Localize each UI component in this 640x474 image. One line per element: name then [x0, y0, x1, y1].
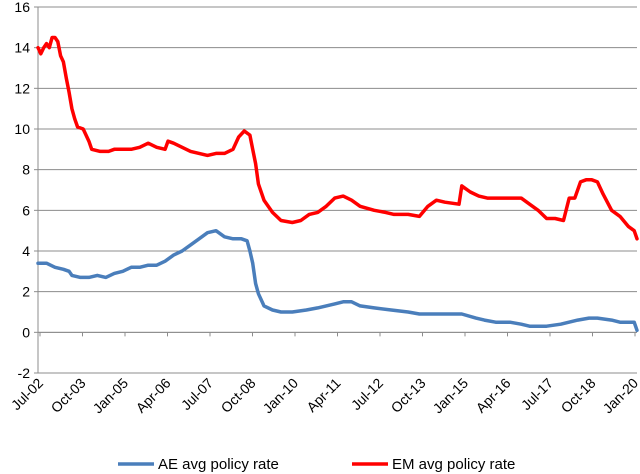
- gridlines: [38, 6, 637, 374]
- x-tick-label: Oct-13: [388, 375, 429, 416]
- x-tick-label: Apr-06: [133, 375, 174, 416]
- x-tick-label: Jul-07: [178, 375, 216, 413]
- y-tick-label: 14: [14, 40, 30, 56]
- y-tick-label: 4: [22, 243, 30, 259]
- legend: AE avg policy rate EM avg policy rate: [118, 456, 515, 473]
- y-tick-label: 2: [22, 284, 30, 300]
- y-tick-label: 16: [14, 0, 30, 15]
- x-tick-label: Oct-03: [48, 375, 89, 416]
- y-tick-label: 8: [22, 162, 30, 178]
- x-tick-label: Apr-16: [473, 375, 514, 416]
- y-tick-label: 6: [22, 202, 30, 218]
- y-tick-label: -2: [18, 365, 31, 381]
- axes: [34, 6, 637, 374]
- y-tick-label: 0: [22, 324, 30, 340]
- x-tick-label: Jul-17: [518, 375, 556, 413]
- x-tick-label: Jan-05: [90, 375, 132, 417]
- x-tick-label: Oct-08: [218, 375, 259, 416]
- series-line-ae: [36, 228, 639, 333]
- series-lines: [36, 35, 639, 333]
- y-axis-ticks: -2 0 2 4 6 8 10 12 14 16: [14, 0, 30, 381]
- y-tick-label: 12: [14, 80, 30, 96]
- y-tick-label: 10: [14, 121, 30, 137]
- x-tick-label: Jul-12: [348, 375, 386, 413]
- x-tick-label: Apr-11: [303, 375, 343, 415]
- x-tick-label: Jan-10: [260, 375, 302, 417]
- legend-label: AE avg policy rate: [158, 456, 279, 473]
- x-tick-label: Oct-18: [558, 375, 599, 416]
- x-tick-label: Jan-20: [600, 375, 640, 417]
- legend-label: EM avg policy rate: [392, 456, 515, 473]
- x-axis-ticks: Jul-02 Oct-03 Jan-05 Apr-06 Jul-07 Oct-08 Jan-…: [8, 375, 640, 417]
- x-tick-label: Jan-15: [430, 375, 472, 417]
- series-line-em: [36, 35, 639, 241]
